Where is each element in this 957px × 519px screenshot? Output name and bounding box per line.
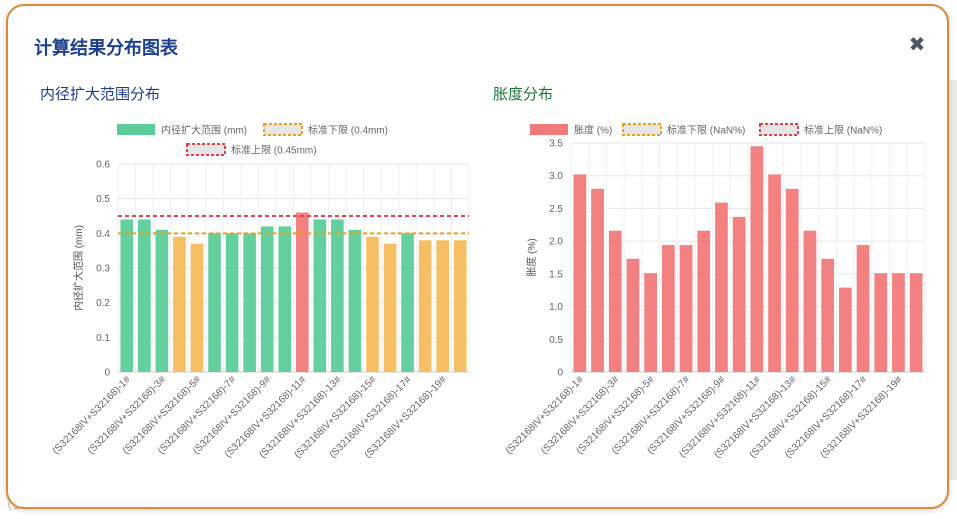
bar xyxy=(401,233,414,372)
bar xyxy=(785,188,799,372)
y-tick-label: 0 xyxy=(557,368,563,379)
y-tick-label: 1.0 xyxy=(549,302,563,313)
bar xyxy=(838,287,852,372)
legend-label: 胀度 (%) xyxy=(574,124,612,137)
bar xyxy=(383,243,397,372)
legend-swatch xyxy=(530,124,568,135)
y-tick-label: 0.6 xyxy=(96,160,110,171)
bar xyxy=(909,273,923,372)
bar xyxy=(331,219,344,372)
bar xyxy=(418,240,432,372)
y-tick-label: 2.0 xyxy=(549,237,563,248)
legend-swatch xyxy=(263,123,303,136)
y-tick-label: 1.5 xyxy=(549,269,563,280)
y-tick-label: 0.1 xyxy=(96,333,110,344)
bar xyxy=(260,226,274,372)
bar xyxy=(225,233,239,372)
legend-swatch xyxy=(117,124,155,135)
modal-title: 计算结果分布图表 xyxy=(34,38,178,59)
bar xyxy=(750,146,764,372)
bar xyxy=(208,233,221,372)
bar xyxy=(436,240,449,372)
close-button[interactable]: ✖ xyxy=(907,34,927,54)
inner-diameter-chart: 内径扩大范围 (mm) 标准下限 (0.4mm) 标准上限 (0.45mm) 0 0.1… xyxy=(51,123,470,461)
bar xyxy=(856,245,870,372)
legend-label: 标准上限 (0.45mm) xyxy=(231,145,317,157)
bar xyxy=(173,236,186,372)
bar xyxy=(608,230,622,372)
bar xyxy=(453,240,467,372)
y-axis-label: 内径扩大范围 (mm) xyxy=(72,225,85,311)
y-tick-label: 3.5 xyxy=(549,139,563,150)
legend-swatch xyxy=(622,123,662,136)
legend-label: 标准上限 (NaN%) xyxy=(804,125,882,137)
bar xyxy=(626,258,640,372)
bar xyxy=(892,273,905,372)
bar xyxy=(679,245,693,372)
bar xyxy=(768,174,781,372)
bar xyxy=(120,219,134,372)
left-chart-title: 内径扩大范围分布 xyxy=(40,85,161,103)
bar xyxy=(155,229,169,372)
bar xyxy=(697,230,711,372)
bar xyxy=(348,229,362,372)
legend-swatch xyxy=(186,143,226,156)
y-tick-label: 2.5 xyxy=(549,204,563,215)
legend-label: 标准下限 (0.4mm) xyxy=(308,125,388,137)
y-tick-label: 0.2 xyxy=(96,298,110,309)
legend-label: 标准下限 (NaN%) xyxy=(667,125,745,137)
y-tick-label: 3.0 xyxy=(549,171,563,182)
bar xyxy=(313,219,327,372)
bar xyxy=(190,243,204,372)
background-page-edge xyxy=(949,80,957,480)
bar xyxy=(715,202,728,372)
bar xyxy=(803,230,817,372)
bar xyxy=(732,216,746,372)
bar xyxy=(243,233,256,372)
right-chart-title: 胀度分布 xyxy=(493,85,554,103)
bar xyxy=(644,273,658,372)
y-tick-label: 0.4 xyxy=(96,229,110,240)
bar xyxy=(278,226,292,372)
y-axis-label: 胀度 (%) xyxy=(525,238,538,276)
expansion-chart: 胀度 (%) 标准下限 (NaN%) 标准上限 (NaN%) 0 0.5 1.0 1.5 2.… xyxy=(504,123,926,461)
bar xyxy=(138,219,151,372)
y-tick-label: 0.5 xyxy=(96,194,110,205)
y-tick-label: 0.5 xyxy=(549,335,563,346)
bar xyxy=(591,188,604,372)
y-tick-label: 0.3 xyxy=(96,264,110,275)
legend-label: 内径扩大范围 (mm) xyxy=(161,124,247,137)
legend-swatch xyxy=(759,123,799,136)
close-icon: ✖ xyxy=(908,32,926,56)
bar xyxy=(874,273,888,372)
bar xyxy=(366,236,379,372)
bar xyxy=(661,245,675,372)
bar xyxy=(573,174,587,372)
bar xyxy=(295,212,309,372)
y-tick-label: 0 xyxy=(104,368,110,379)
modal-header: 计算结果分布图表 ✖ xyxy=(8,6,947,76)
chart-modal: 计算结果分布图表 ✖ 内径扩大范围分布 胀度分布 内径扩大范围 (mm) 标准下限… xyxy=(6,4,949,509)
bar xyxy=(821,258,835,372)
